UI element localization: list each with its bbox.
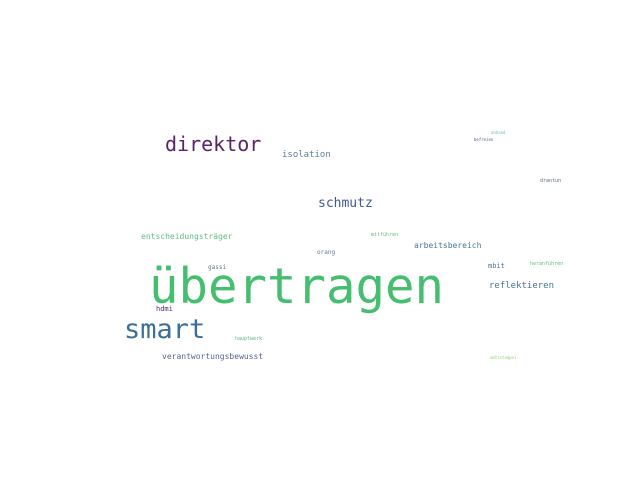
word-reflektieren: reflektieren [489,281,555,291]
word-gassi: gassi [208,264,227,271]
word-anhand: anhand [491,130,506,135]
word-entscheidungstraeger: entscheidungsträger [141,232,233,241]
word-hdmi: hdmi [156,305,173,313]
word-isolation: isolation [282,150,331,160]
word-hauptwerk: hauptwerk [235,336,263,342]
word-mbit: mbit [488,262,505,270]
word-mitfuehren: mitführen [371,232,399,238]
word-arbeitsbereich: arbeitsbereich [414,241,482,250]
word-amtsstempel: amtsstempel [490,355,517,360]
word-direktor: direktor [165,132,262,156]
word-uebertragen: übertragen [149,258,445,315]
word-drantun: drantun [540,178,562,184]
word-befreien: befreien [474,137,494,142]
word-orang: orang [317,249,336,256]
word-schmutz: schmutz [318,196,373,211]
word-heranfuehren: heranführen [530,261,564,267]
word-smart: smart [124,314,206,345]
word-verantwortungsbewusst: verantwortungsbewusst [162,352,264,361]
